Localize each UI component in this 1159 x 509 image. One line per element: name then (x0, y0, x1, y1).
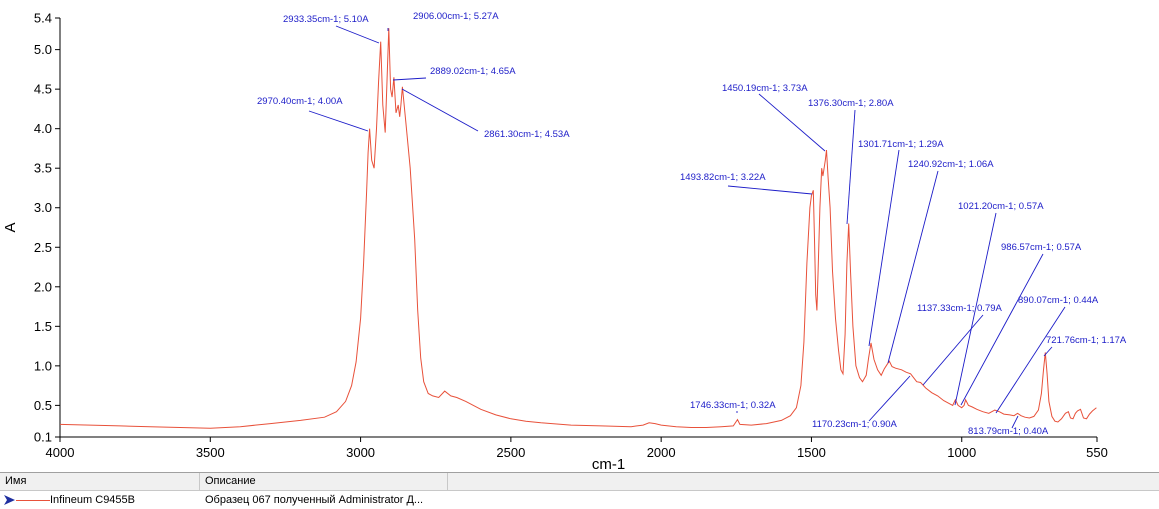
x-axis-title: cm-1 (592, 456, 625, 472)
peak-leader-line (1011, 415, 1019, 429)
peak-leader-line (922, 314, 984, 386)
legend-row[interactable]: Infineum C9455B Образец 067 полученный A… (0, 491, 1159, 509)
peak-leader-line (846, 109, 856, 225)
y-tick-label: 2.0 (34, 279, 52, 294)
peak-label: 986.57cm-1; 0.57A (1001, 242, 1082, 253)
legend-series-name: Infineum C9455B (50, 494, 135, 506)
arrow-marker-icon (4, 495, 15, 505)
spectrum-chart: 0.1 0.5 1.0 1.5 2.0 2.5 3.0 3.5 4.0 4.5 5.0 5.4 4000… (2, 11, 1127, 473)
legend-header: Имя Описание (0, 473, 1159, 491)
x-tick-label: 2000 (647, 445, 676, 460)
y-tick-label: 0.5 (34, 398, 52, 413)
y-tick-label: 1.0 (34, 358, 52, 373)
peak-label: 1450.19cm-1; 3.73A (722, 83, 808, 94)
peak-label: 721.76cm-1; 1.17A (1046, 335, 1127, 346)
peak-label: 1746.33cm-1; 0.32A (690, 400, 776, 411)
peak-leader-line (995, 306, 1066, 414)
x-tick-label: 4000 (46, 445, 75, 460)
x-tick-label: 1000 (947, 445, 976, 460)
peak-leader-line (1043, 346, 1053, 357)
peak-label: 813.79cm-1; 0.40A (968, 426, 1049, 437)
legend-series-description: Образец 067 полученный Administrator Д..… (205, 494, 424, 506)
peak-label: 2861.30cm-1; 4.53A (484, 129, 570, 140)
x-tick-label: 3000 (346, 445, 375, 460)
y-tick-label: 1.5 (34, 319, 52, 334)
y-tick-label: 5.0 (34, 42, 52, 57)
x-tick-label: 3500 (196, 445, 225, 460)
legend-header-name[interactable]: Имя (0, 473, 200, 490)
y-tick-label: 3.5 (34, 161, 52, 176)
peak-label: 890.07cm-1; 0.44A (1018, 295, 1099, 306)
y-axis-title: A (2, 222, 19, 232)
peak-label: 2970.40cm-1; 4.00A (257, 96, 343, 107)
y-tick-label: 0.1 (34, 430, 52, 445)
peak-label: 1170.23cm-1; 0.90A (812, 419, 898, 430)
peak-leader-line (758, 93, 826, 152)
peak-label: 1301.71cm-1; 1.29A (858, 139, 944, 150)
peak-leader-line (887, 170, 939, 364)
x-tick-label: 550 (1086, 445, 1108, 460)
legend-table: Имя Описание Infineum C9455B Образец 067… (0, 472, 1159, 509)
peak-leader-line (868, 375, 911, 422)
spectrum-series-line (59, 28, 1097, 429)
peak-label: 1021.20cm-1; 0.57A (958, 201, 1044, 212)
y-tick-label: 3.0 (34, 200, 52, 215)
x-tick-label: 2500 (496, 445, 525, 460)
y-tick-label: 5.4 (34, 11, 52, 26)
peak-leader-line (335, 25, 380, 44)
peak-leader-line (954, 212, 997, 406)
peak-label: 2933.35cm-1; 5.10A (283, 14, 369, 25)
peak-label: 1240.92cm-1; 1.06A (908, 159, 994, 170)
legend-series-swatch (16, 500, 50, 501)
peak-label: 2906.00cm-1; 5.27A (413, 11, 499, 22)
x-tick-label: 1500 (797, 445, 826, 460)
peak-leader-line (727, 185, 813, 195)
peak-label: 1493.82cm-1; 3.22A (680, 172, 766, 183)
legend-header-description[interactable]: Описание (200, 473, 448, 490)
peak-leader-line (960, 253, 1044, 406)
peak-label: 1137.33cm-1; 0.79A (917, 303, 1003, 314)
y-tick-label: 2.5 (34, 240, 52, 255)
y-tick-label: 4.0 (34, 121, 52, 136)
peak-leader-line (401, 88, 479, 132)
peak-leader-line (868, 149, 900, 347)
peak-label: 2889.02cm-1; 4.65A (430, 66, 516, 77)
y-tick-label: 4.5 (34, 82, 52, 97)
peak-leader-line (308, 110, 369, 132)
peak-leader-line (392, 77, 427, 81)
peak-label: 1376.30cm-1; 2.80A (808, 98, 894, 109)
